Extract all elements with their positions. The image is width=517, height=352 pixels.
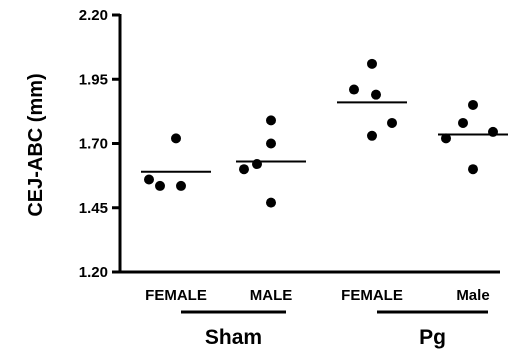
x-tick-label: FEMALE — [341, 287, 403, 304]
y-ticks: 1.20 1.45 1.70 1.95 2.20 — [79, 7, 120, 281]
data-point — [171, 133, 181, 144]
data-point — [239, 164, 249, 175]
x-tick-label: MALE — [250, 287, 293, 304]
x-tick-label: FEMALE — [145, 287, 207, 304]
data-points — [144, 58, 498, 208]
mean-lines — [141, 101, 508, 173]
group-label: Sham — [205, 326, 262, 349]
x-tick-label: Male — [456, 287, 489, 304]
y-axis-label: CEJ-ABC (mm) — [25, 73, 47, 216]
x-tick-labels: FEMALE MALE FEMALE Male — [145, 287, 490, 304]
data-point — [468, 99, 478, 110]
data-point — [266, 197, 276, 208]
group-labels: Sham Pg — [181, 310, 488, 349]
data-point — [387, 117, 397, 128]
data-point — [371, 89, 381, 100]
data-point — [155, 180, 165, 191]
data-point — [266, 138, 276, 149]
y-tick-label: 1.70 — [79, 136, 108, 153]
data-point — [349, 84, 359, 95]
y-tick-label: 1.45 — [79, 200, 108, 217]
data-point — [367, 130, 377, 141]
data-point — [144, 174, 154, 185]
y-tick-label: 2.20 — [79, 7, 108, 24]
data-point — [266, 115, 276, 126]
data-point — [441, 133, 451, 144]
data-point — [176, 180, 186, 191]
data-point — [367, 58, 377, 69]
group-label: Pg — [419, 326, 446, 349]
data-point — [468, 164, 478, 175]
y-tick-label: 1.95 — [79, 71, 108, 88]
data-point — [458, 117, 468, 128]
y-tick-label: 1.20 — [79, 264, 108, 281]
